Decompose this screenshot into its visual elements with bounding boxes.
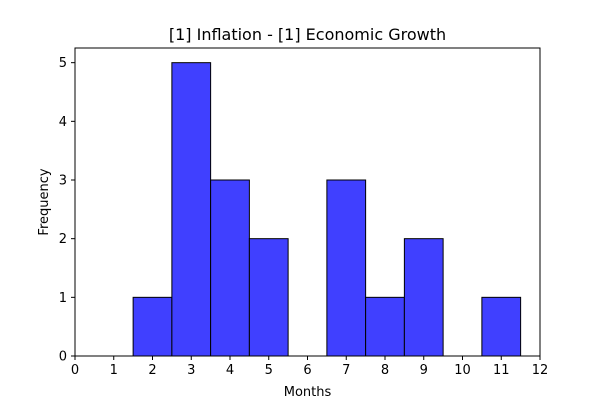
x-tick-label: 0	[71, 363, 79, 378]
histogram-bar	[210, 179, 250, 357]
x-tick-label: 12	[532, 363, 549, 378]
x-axis-ticks: 0 1 2 3 4 5 6 7 8 9 10 11 12	[71, 356, 548, 378]
histogram-bar	[132, 296, 173, 357]
y-tick-label: 1	[59, 291, 67, 306]
y-tick-label: 4	[59, 115, 67, 130]
y-axis-ticks: 0 1 2 3 4 5	[59, 56, 75, 365]
x-tick-label: 3	[187, 363, 195, 378]
histogram-bar	[403, 238, 444, 357]
histogram-bar	[365, 296, 405, 357]
y-axis-label: Frequency	[37, 168, 52, 235]
histogram-bar	[326, 179, 367, 357]
x-tick-label: 8	[381, 363, 389, 378]
histogram-bar	[481, 296, 522, 357]
x-tick-label: 9	[420, 363, 428, 378]
x-tick-label: 5	[265, 363, 273, 378]
x-tick-label: 6	[303, 363, 311, 378]
y-tick-label: 5	[59, 56, 67, 71]
x-tick-label: 10	[454, 363, 471, 378]
y-tick-label: 3	[59, 174, 67, 189]
plot-frame	[74, 47, 541, 357]
y-tick-label: 0	[59, 350, 67, 365]
y-tick-label: 2	[59, 232, 67, 247]
x-tick-label: 4	[226, 363, 234, 378]
chart-title: [1] Inflation - [1] Economic Growth	[169, 25, 446, 44]
x-tick-label: 2	[148, 363, 156, 378]
x-tick-label: 7	[342, 363, 350, 378]
histogram-bar	[248, 238, 289, 357]
histogram-bar	[171, 62, 212, 357]
x-tick-label: 11	[493, 363, 510, 378]
x-axis-label: Months	[284, 385, 332, 400]
bars-group	[132, 62, 522, 357]
x-tick-label: 1	[110, 363, 118, 378]
